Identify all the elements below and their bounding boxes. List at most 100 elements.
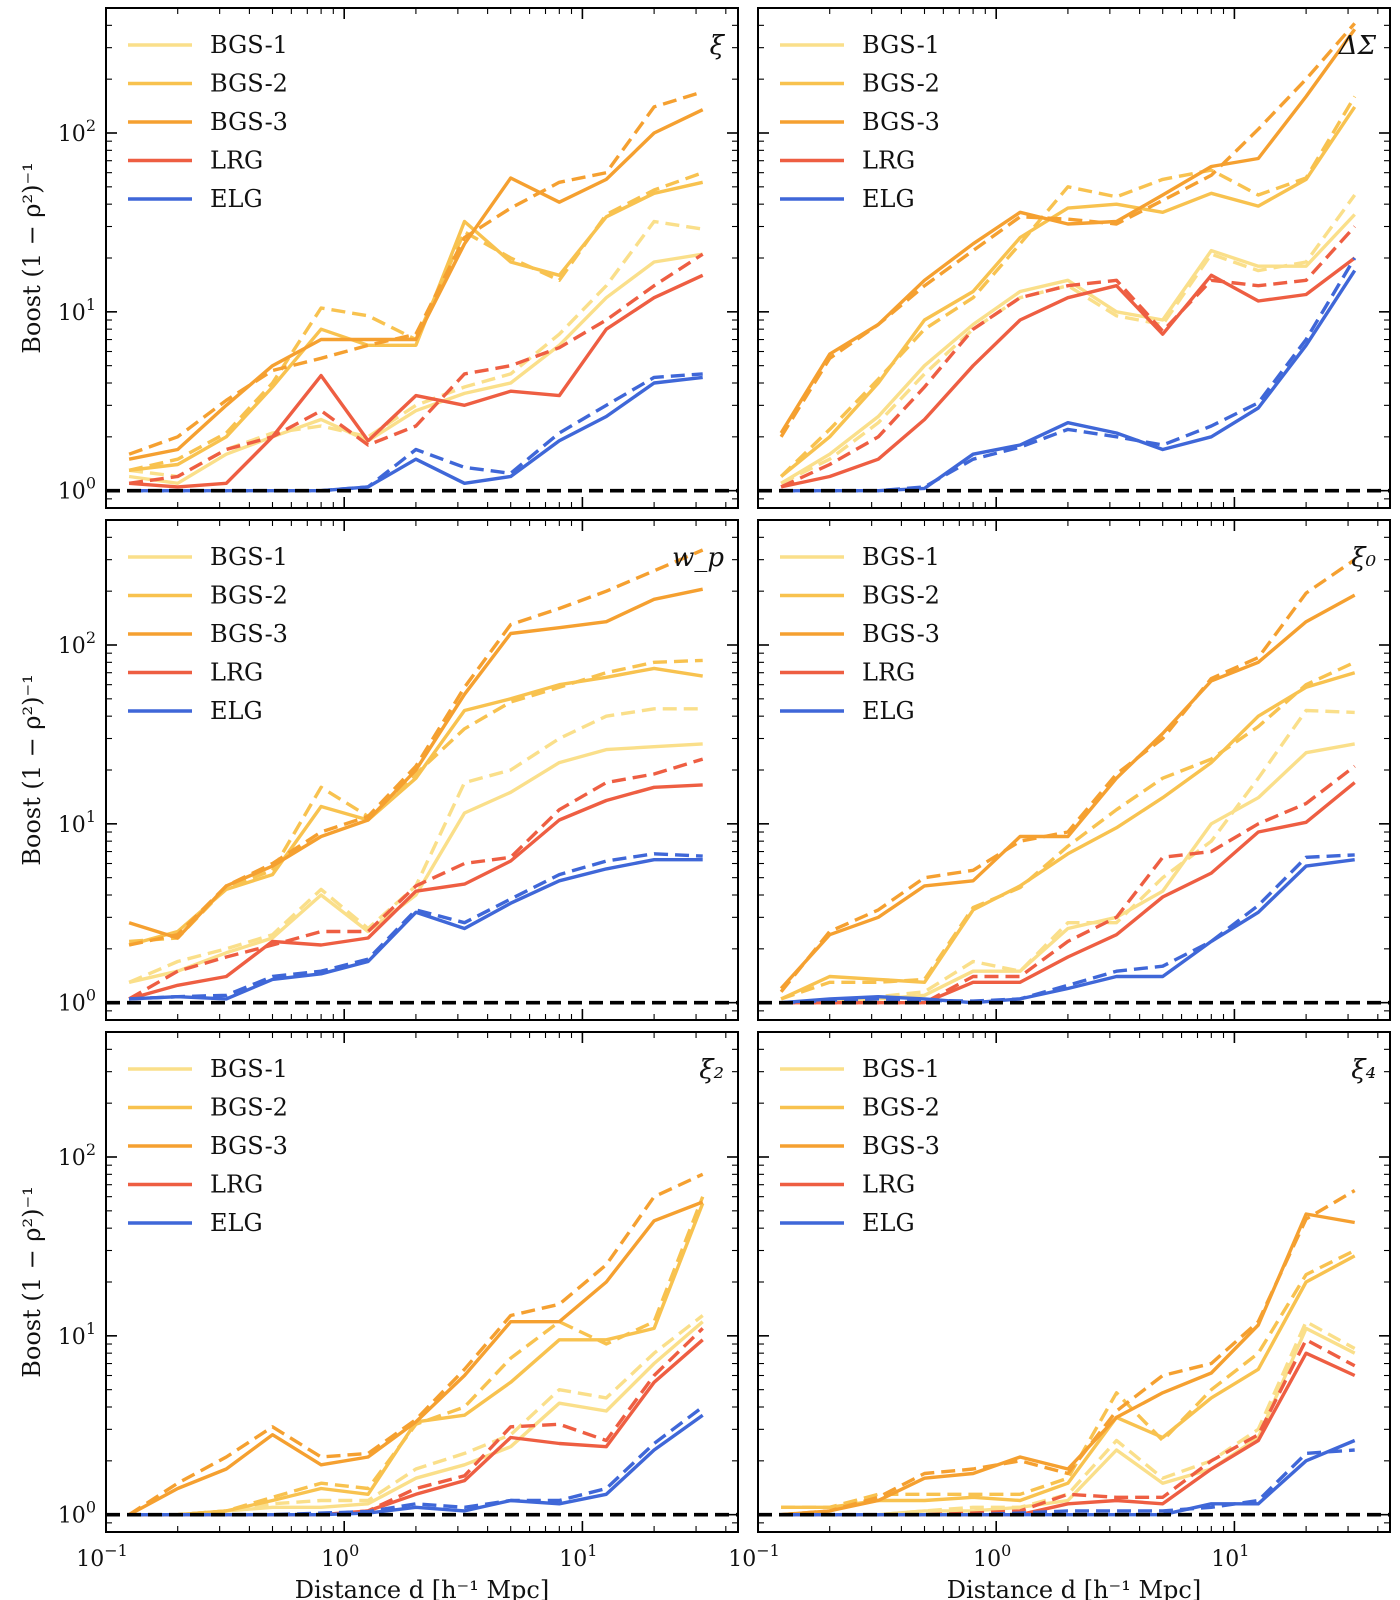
panel-label: ξ₄ [1351,1055,1376,1085]
y-tick-label: 100 [58,1498,96,1529]
panel-6: 10−1 100 101 BGS-1 BGS-2 BGS-3 LRG ELG ξ₄ Distanc… [728,1031,1391,1600]
series-elg-solid [781,1438,1356,1517]
panel-series [128,548,704,1001]
series-lrg-solid [781,781,1356,1005]
y-axis-label: Boost (1 − ρ²)⁻¹ [18,162,46,354]
series-lrg-solid [128,783,703,1001]
legend-label-bgs-1: BGS-1 [210,543,288,571]
series-bgs-3-solid [779,28,1357,434]
axes-frame [757,1031,1391,1533]
panel-label: w_p [672,543,724,573]
legend-label-lrg: LRG [210,1171,263,1199]
legend: BGS-1 BGS-2 BGS-3 LRG ELG [780,543,940,725]
legend-label-bgs-3: BGS-3 [210,108,288,136]
series-bgs-3-solid [128,108,704,461]
series-elg-solid [781,269,1357,493]
y-tick-label: 102 [58,628,96,659]
y-axis-ticks [106,519,738,1021]
series-lrg-dashed [780,225,1356,489]
panel-series [780,1189,1356,1517]
legend-label-elg: ELG [862,697,915,725]
legend-label-bgs-2: BGS-2 [862,70,940,98]
legend-label-bgs-2: BGS-2 [210,582,288,610]
panel-label: ξ₂ [699,1055,724,1085]
series-lrg-solid [780,256,1356,489]
x-axis-label: Distance d [h⁻¹ Mpc] [295,1576,549,1600]
x-axis-label: Distance d [h⁻¹ Mpc] [947,1576,1201,1600]
legend-label-bgs-1: BGS-1 [210,31,288,59]
legend-label-elg: ELG [210,697,263,725]
legend-label-lrg: LRG [210,659,263,687]
panel-3: 100 101 102 BGS-1 BGS-2 BGS-3 LRG ELG w_p Boost (… [18,519,739,1021]
x-tick-label: 100 [321,1541,359,1572]
legend-label-elg: ELG [862,1209,915,1237]
y-tick-label: 101 [58,807,96,838]
series-bgs-3-solid [780,1212,1355,1517]
axes-frame [757,7,1391,509]
panel-series [779,22,1357,493]
series-elg-dashed [781,853,1355,1005]
x-axis-ticks [757,1032,1379,1532]
series-lrg-solid [129,1338,704,1517]
y-tick-label: 102 [58,116,96,147]
legend-label-elg: ELG [862,185,915,213]
panel-5: 100 101 102 10−1 100 101 BGS-1 BGS-2 BGS-3 LRG ELG… [18,1031,739,1600]
x-axis-ticks [757,520,1379,1020]
series-bgs-1-solid [781,742,1356,1005]
legend-label-bgs-1: BGS-1 [862,31,940,59]
panel-series [128,1172,705,1517]
series-lrg-dashed [128,252,704,485]
legend-label-lrg: LRG [210,147,263,175]
y-tick-label: 100 [58,986,96,1017]
axes-frame [757,519,1391,1021]
x-axis-ticks [757,8,1379,508]
series-bgs-1-solid [128,252,703,485]
x-tick-label: 101 [1211,1541,1249,1572]
x-tick-label: 10−1 [728,1541,780,1572]
series-bgs-2-dashed [129,1196,705,1517]
y-tick-label: 101 [58,1319,96,1350]
series-bgs-3-dashed [779,558,1356,993]
legend-label-bgs-1: BGS-1 [210,1055,288,1083]
series-bgs-2-solid [128,666,703,947]
panel-2: BGS-1 BGS-2 BGS-3 LRG ELG ΔΣ [757,7,1391,509]
legend: BGS-1 BGS-2 BGS-3 LRG ELG [128,31,288,213]
legend-label-bgs-1: BGS-1 [862,1055,940,1083]
series-bgs-3-solid [128,1200,704,1517]
legend-label-bgs-2: BGS-2 [862,582,940,610]
legend-label-bgs-1: BGS-1 [862,543,940,571]
series-elg-dashed [129,372,703,493]
series-bgs-2-solid [780,671,1356,1001]
series-bgs-1-dashed [780,194,1357,485]
series-bgs-1-dashed [128,219,703,479]
y-axis-label: Boost (1 − ρ²)⁻¹ [18,1186,46,1378]
legend-label-bgs-2: BGS-2 [862,1094,940,1122]
x-axis-ticks [105,520,727,1020]
series-bgs-2-dashed [780,660,1356,1001]
panel-series [128,90,704,493]
series-bgs-3-dashed [128,1172,704,1517]
series-lrg-dashed [128,757,704,1001]
series-elg-solid [129,375,703,493]
legend-label-bgs-2: BGS-2 [210,70,288,98]
series-lrg-dashed [781,764,1356,1005]
series-elg-dashed [129,852,703,1001]
panel-4: BGS-1 BGS-2 BGS-3 LRG ELG ξ₀ [757,519,1391,1021]
legend-label-lrg: LRG [862,659,915,687]
x-axis-ticks [105,8,727,508]
panel-1: 100 101 102 BGS-1 BGS-2 BGS-3 LRG ELG ξ Boost (1 … [18,7,739,509]
panel-label: ξ₀ [1351,543,1376,573]
legend-label-lrg: LRG [862,147,915,175]
legend: BGS-1 BGS-2 BGS-3 LRG ELG [780,31,940,213]
series-elg-solid [129,1413,704,1517]
x-tick-label: 10−1 [76,1541,128,1572]
series-bgs-2-solid [780,105,1357,478]
y-axis-ticks [106,1031,738,1533]
panel-label: ξ [710,31,726,61]
axes-frame [105,1031,739,1533]
y-axis-label: Boost (1 − ρ²)⁻¹ [18,674,46,866]
y-axis-ticks [758,7,1390,509]
legend-label-bgs-2: BGS-2 [210,1094,288,1122]
legend: BGS-1 BGS-2 BGS-3 LRG ELG [128,1055,288,1237]
